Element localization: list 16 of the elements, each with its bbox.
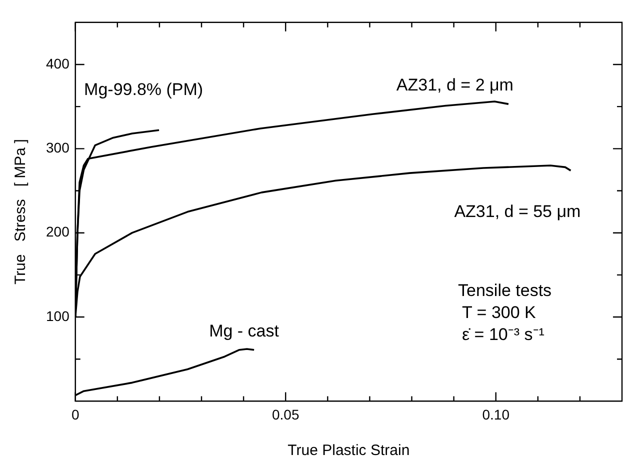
series-label: AZ31, d = 2 μm xyxy=(396,76,514,95)
x-axis-title: True Plastic Strain xyxy=(288,442,410,460)
annotation: ε̇ = 10⁻³ s⁻¹ xyxy=(462,324,545,344)
y-tick-label: 300 xyxy=(46,140,70,156)
annotation: T = 300 K xyxy=(462,302,537,322)
annotation: Tensile tests xyxy=(458,280,552,300)
x-tick-label: 0 xyxy=(71,406,80,422)
x-tick-label: 0.05 xyxy=(272,406,300,422)
series-label: AZ31, d = 55 μm xyxy=(454,202,581,222)
x-tick-label: 0.10 xyxy=(482,406,510,422)
y-tick-label: 100 xyxy=(46,308,70,324)
text: Mg-99.8% (PM) xyxy=(84,80,204,99)
series-label: Mg - cast xyxy=(209,322,280,341)
y-tick-label: 200 xyxy=(46,224,70,240)
y-axis-title: True Stress [ MPa ] xyxy=(12,139,30,284)
y-tick-label: 400 xyxy=(46,55,70,72)
